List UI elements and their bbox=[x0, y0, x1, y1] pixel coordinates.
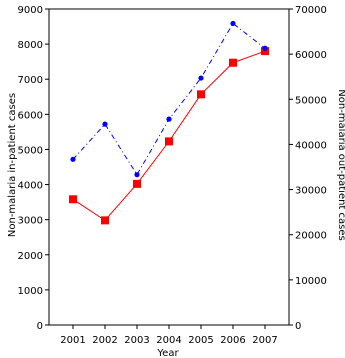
y-axis-left-title: Non-malaria in-patient cases bbox=[7, 93, 18, 237]
series-1-point bbox=[133, 179, 141, 188]
y-left-tick-label: 1000 bbox=[18, 286, 43, 297]
y-right-tick-label: 30000 bbox=[295, 186, 327, 197]
series-1-point bbox=[229, 58, 237, 67]
y-left-tick-label: 9000 bbox=[18, 5, 43, 16]
y-right-tick-label: 0 bbox=[295, 321, 301, 332]
plot-area bbox=[48, 8, 290, 326]
y-left-tick-label: 6000 bbox=[18, 110, 43, 121]
y-right-tick-label: 60000 bbox=[295, 50, 327, 61]
series-2-point bbox=[262, 45, 268, 51]
series-1-point bbox=[197, 90, 205, 99]
series-2-line bbox=[72, 22, 266, 176]
y-axis-right-title: Non-malaria out-patient cases bbox=[336, 89, 345, 240]
y-left-tick-label: 8000 bbox=[18, 40, 43, 51]
y-axis-right: 0 10000 20000 30000 40000 50000 60000 70000 bbox=[289, 5, 327, 332]
series-2-point bbox=[230, 20, 236, 27]
y-left-tick-label: 4000 bbox=[18, 181, 43, 192]
x-axis-title: Year bbox=[156, 348, 179, 358]
y-left-tick-label: 5000 bbox=[18, 145, 43, 156]
y-left-tick-label: 0 bbox=[37, 321, 43, 332]
x-tick-label: 2007 bbox=[252, 335, 277, 346]
x-tick-label: 2004 bbox=[156, 335, 181, 346]
y-right-tick-label: 10000 bbox=[295, 276, 327, 287]
series-1-point bbox=[101, 216, 109, 225]
y-left-tick-label: 3000 bbox=[18, 216, 43, 227]
series-2-point bbox=[166, 116, 172, 122]
series-2-point bbox=[70, 156, 76, 162]
x-tick-label: 2006 bbox=[220, 335, 245, 346]
series-2-point bbox=[198, 75, 204, 81]
y-right-tick-label: 40000 bbox=[295, 140, 327, 151]
y-left-tick-label: 2000 bbox=[18, 251, 43, 262]
y-axis-left: 0 1000 2000 3000 4000 5000 6000 7000 8000 9000 bbox=[18, 5, 49, 332]
series-1-point bbox=[69, 195, 77, 204]
x-axis: 2001 2002 2003 2004 2005 2006 2007 bbox=[60, 325, 278, 346]
y-right-tick-label: 50000 bbox=[295, 95, 327, 106]
x-tick-label: 2005 bbox=[188, 335, 213, 346]
x-tick-label: 2003 bbox=[124, 335, 149, 346]
series-1-point bbox=[165, 137, 173, 146]
series-2-point bbox=[134, 172, 140, 178]
plot-border bbox=[48, 8, 290, 326]
series-1-point bbox=[261, 47, 269, 56]
series-2-point bbox=[102, 121, 108, 127]
y-left-tick-label: 7000 bbox=[18, 75, 43, 86]
x-tick-label: 2002 bbox=[92, 335, 117, 346]
y-right-tick-label: 70000 bbox=[295, 5, 327, 16]
series-layer bbox=[69, 20, 269, 225]
x-tick-label: 2001 bbox=[60, 335, 85, 346]
series-1-line bbox=[72, 50, 266, 222]
y-right-tick-label: 20000 bbox=[295, 231, 327, 242]
